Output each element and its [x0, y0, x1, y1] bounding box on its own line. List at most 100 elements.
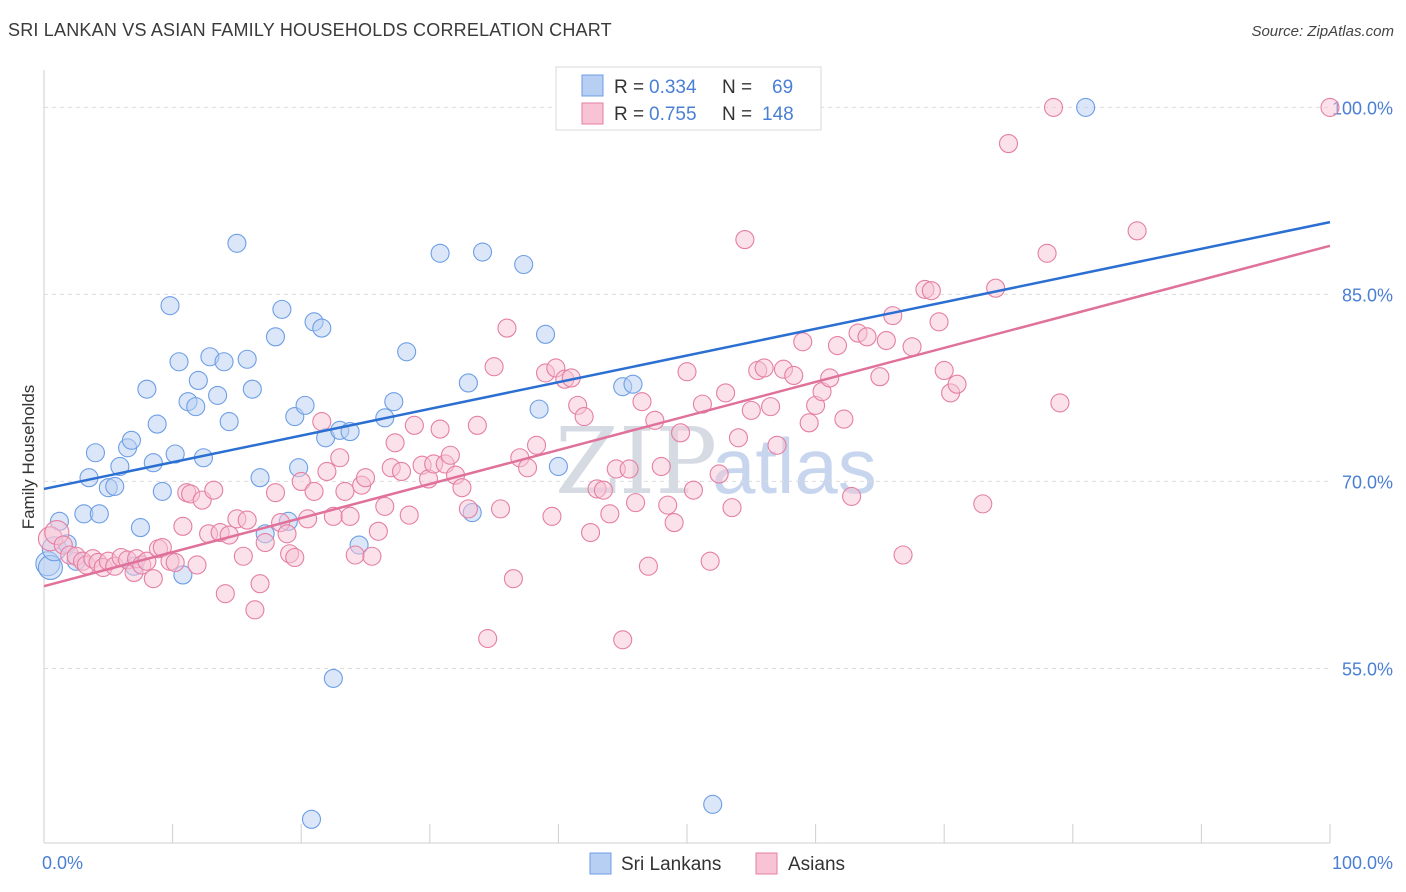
asians-point-31 [215, 584, 235, 604]
asians-point-112 [735, 230, 755, 250]
asians-point-130 [870, 367, 890, 387]
asians-point-60 [385, 433, 405, 453]
asians-point-47 [312, 412, 332, 432]
asians-point-63 [404, 415, 424, 435]
sri-lankans-point-46 [312, 318, 332, 338]
sri-lankans-point-62 [548, 456, 568, 477]
trend-line-sri-lankans [43, 220, 1331, 491]
asians-point-134 [902, 337, 922, 357]
source-label: Source: ZipAtlas.com [1251, 23, 1394, 40]
asians-point-77 [497, 318, 517, 338]
y-tick-label-3: 100.0% [1332, 98, 1393, 118]
sri-lankans-point-38 [265, 327, 286, 347]
bottom-legend-swatch-asians [755, 852, 778, 875]
sri-lankans-point-56 [458, 373, 478, 393]
asians-point-140 [947, 374, 967, 394]
asians-point-50 [330, 448, 350, 468]
gridlines [44, 106, 1330, 669]
asians-point-126 [834, 409, 854, 429]
asians-point-148 [1320, 97, 1340, 117]
asians-point-81 [526, 435, 547, 455]
legend-r-label-sri-lankans: R = [614, 77, 644, 98]
x-tick-label-max: 100.0% [1332, 853, 1393, 873]
asians-point-23 [173, 516, 193, 536]
chart-title: SRI LANKAN VS ASIAN FAMILY HOUSEHOLDS CO… [8, 20, 612, 40]
legend-n-label-asians: N = [722, 104, 752, 125]
sri-lankans-point-60 [529, 399, 549, 419]
sri-lankans-point-17 [137, 379, 157, 399]
sri-lankans-point-31 [214, 352, 234, 372]
asians-point-44 [291, 471, 311, 491]
asians-point-22 [165, 552, 185, 573]
asians-point-94 [613, 630, 633, 650]
y-tick-labels: 55.0% 70.0% 85.0% 100.0% [1332, 98, 1393, 679]
sri-lankans-point-48 [323, 668, 343, 688]
trend-line-asians [43, 244, 1331, 588]
sri-lankans-point-9 [89, 504, 109, 524]
asians-point-58 [375, 496, 395, 516]
asians-point-62 [399, 505, 419, 525]
legend-n-value-asians: 148 [762, 104, 794, 125]
asians-point-144 [1037, 243, 1057, 263]
y-tick-label-1: 70.0% [1342, 472, 1393, 492]
asians-point-46 [304, 481, 324, 501]
asians-point-88 [574, 407, 594, 427]
asians-point-147 [1127, 221, 1147, 241]
legend-r-value-sri-lankans: 0.334 [649, 77, 697, 98]
y-tick-label-2: 85.0% [1342, 285, 1393, 305]
asians-point-76 [490, 499, 511, 519]
asians-point-111 [728, 428, 748, 448]
legend-swatch-sri-lankans [581, 74, 604, 97]
asians-point-92 [600, 504, 620, 524]
sri-lankans-point-22 [165, 444, 185, 464]
asians-point-142 [986, 278, 1006, 298]
asians-point-101 [658, 495, 678, 515]
sri-lankans-point-65 [703, 794, 723, 814]
asians-point-138 [934, 360, 954, 381]
sri-lankans-point-59 [514, 254, 534, 275]
y-axis-label: Family Households [19, 385, 38, 530]
asians-point-36 [245, 600, 265, 620]
asians-point-129 [857, 327, 877, 347]
asians-point-39 [265, 483, 286, 503]
sri-lankans-point-66 [1076, 97, 1096, 117]
asians-point-141 [973, 494, 993, 514]
sri-lankans-point-26 [186, 397, 206, 417]
legend-n-value-sri-lankans: 69 [772, 77, 793, 98]
asians-point-29 [204, 480, 224, 500]
asians-point-133 [893, 545, 913, 565]
legend-swatch-asians [581, 102, 604, 125]
sri-lankans-point-55 [430, 243, 450, 263]
asians-point-137 [929, 312, 949, 332]
asians-point-37 [250, 574, 270, 594]
asians-point-51 [335, 481, 355, 501]
asians-point-74 [478, 628, 498, 649]
asians-point-38 [255, 532, 275, 553]
sri-lankans-point-33 [227, 233, 247, 253]
asians-point-80 [517, 458, 538, 478]
sri-lankans-point-8 [85, 443, 105, 463]
asians-point-71 [452, 478, 472, 498]
sri-lankans-point-20 [152, 481, 172, 501]
sri-lankans-point-44 [301, 809, 322, 829]
asians-point-53 [345, 545, 365, 565]
sri-lankans-point-54 [397, 342, 417, 362]
x-tick-label-min: 0.0% [42, 853, 83, 873]
asians-point-18 [143, 569, 163, 589]
asians-point-83 [542, 506, 562, 526]
asians-point-26 [187, 555, 207, 575]
sri-lankans-point-23 [169, 352, 189, 372]
asians-point-107 [700, 551, 720, 571]
asians-point-127 [842, 486, 862, 506]
sri-lankans-point-39 [272, 299, 292, 319]
asians-point-48 [317, 461, 337, 482]
asians-point-110 [722, 498, 742, 518]
sri-lankans-point-35 [242, 379, 262, 399]
legend-r-value-asians: 0.755 [649, 104, 697, 125]
sri-lankans-point-11 [105, 476, 125, 496]
asians-point-143 [998, 134, 1019, 154]
legend-r-label-asians: R = [614, 104, 644, 125]
asians-point-136 [921, 281, 941, 301]
asians-point-52 [340, 506, 360, 526]
